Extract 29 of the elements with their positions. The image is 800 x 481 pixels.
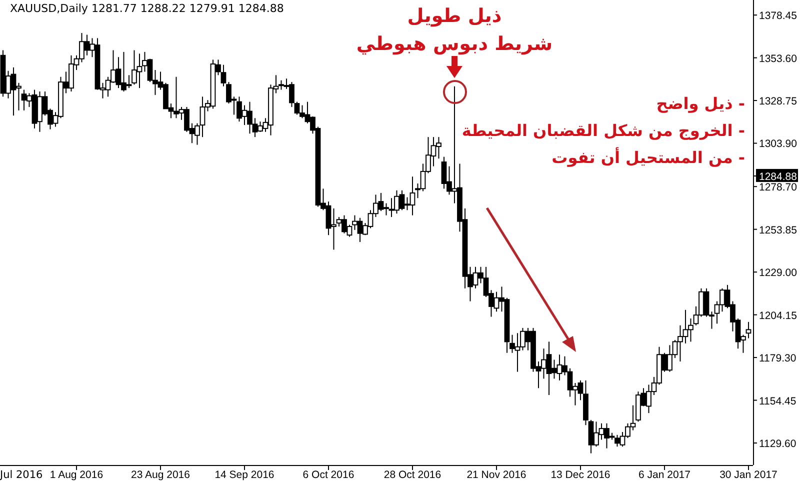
x-tick-label: 30 Jan 2017 — [720, 469, 778, 481]
y-tick-label: 1303.90 — [759, 138, 798, 150]
candlestick — [746, 321, 752, 339]
x-tick-label: 23 Aug 2016 — [131, 469, 190, 481]
y-tick-label: 1154.45 — [759, 395, 796, 408]
y-tick-label: 1229.00 — [759, 267, 798, 280]
candlestick — [220, 64, 226, 87]
annotation: - الخروج من شكل القضبان المحيطة — [462, 121, 745, 140]
y-tick-label: 1328.75 — [759, 96, 798, 108]
annotation: - من المستحيل أن تفوت — [552, 147, 745, 167]
x-tick-label: 1 Aug 2016 — [50, 469, 104, 481]
y-tick-label: 1353.60 — [759, 52, 798, 65]
y-tick-label: 1204.15 — [759, 310, 798, 322]
annotation: 1284.88 — [759, 170, 798, 183]
x-tick-label: 28 Oct 2016 — [384, 469, 442, 481]
y-tick-label: 1253.85 — [759, 224, 798, 236]
y-tick-label: 1378.45 — [759, 10, 798, 22]
x-tick-label: 6 Jan 2017 — [638, 469, 691, 481]
x-tick-label: 6 Oct 2016 — [302, 469, 354, 481]
y-tick-label: 1179.30 — [759, 352, 796, 365]
annotation: شريط دبوس هبوطي — [356, 33, 553, 55]
chart-title: XAUUSD,Daily 1281.77 1288.22 1279.91 1284.88 — [10, 2, 284, 15]
y-tick-label: 1129.60 — [759, 438, 796, 450]
y-tick-label: 1278.70 — [759, 182, 798, 194]
x-tick-label: 14 Sep 2016 — [214, 469, 274, 481]
annotation: - ذيل واضح — [656, 94, 745, 113]
annotation: ذيل طويل — [407, 5, 502, 27]
x-tick-label: 21 Nov 2016 — [466, 469, 526, 481]
x-tick-label: 13 Dec 2016 — [550, 469, 610, 481]
